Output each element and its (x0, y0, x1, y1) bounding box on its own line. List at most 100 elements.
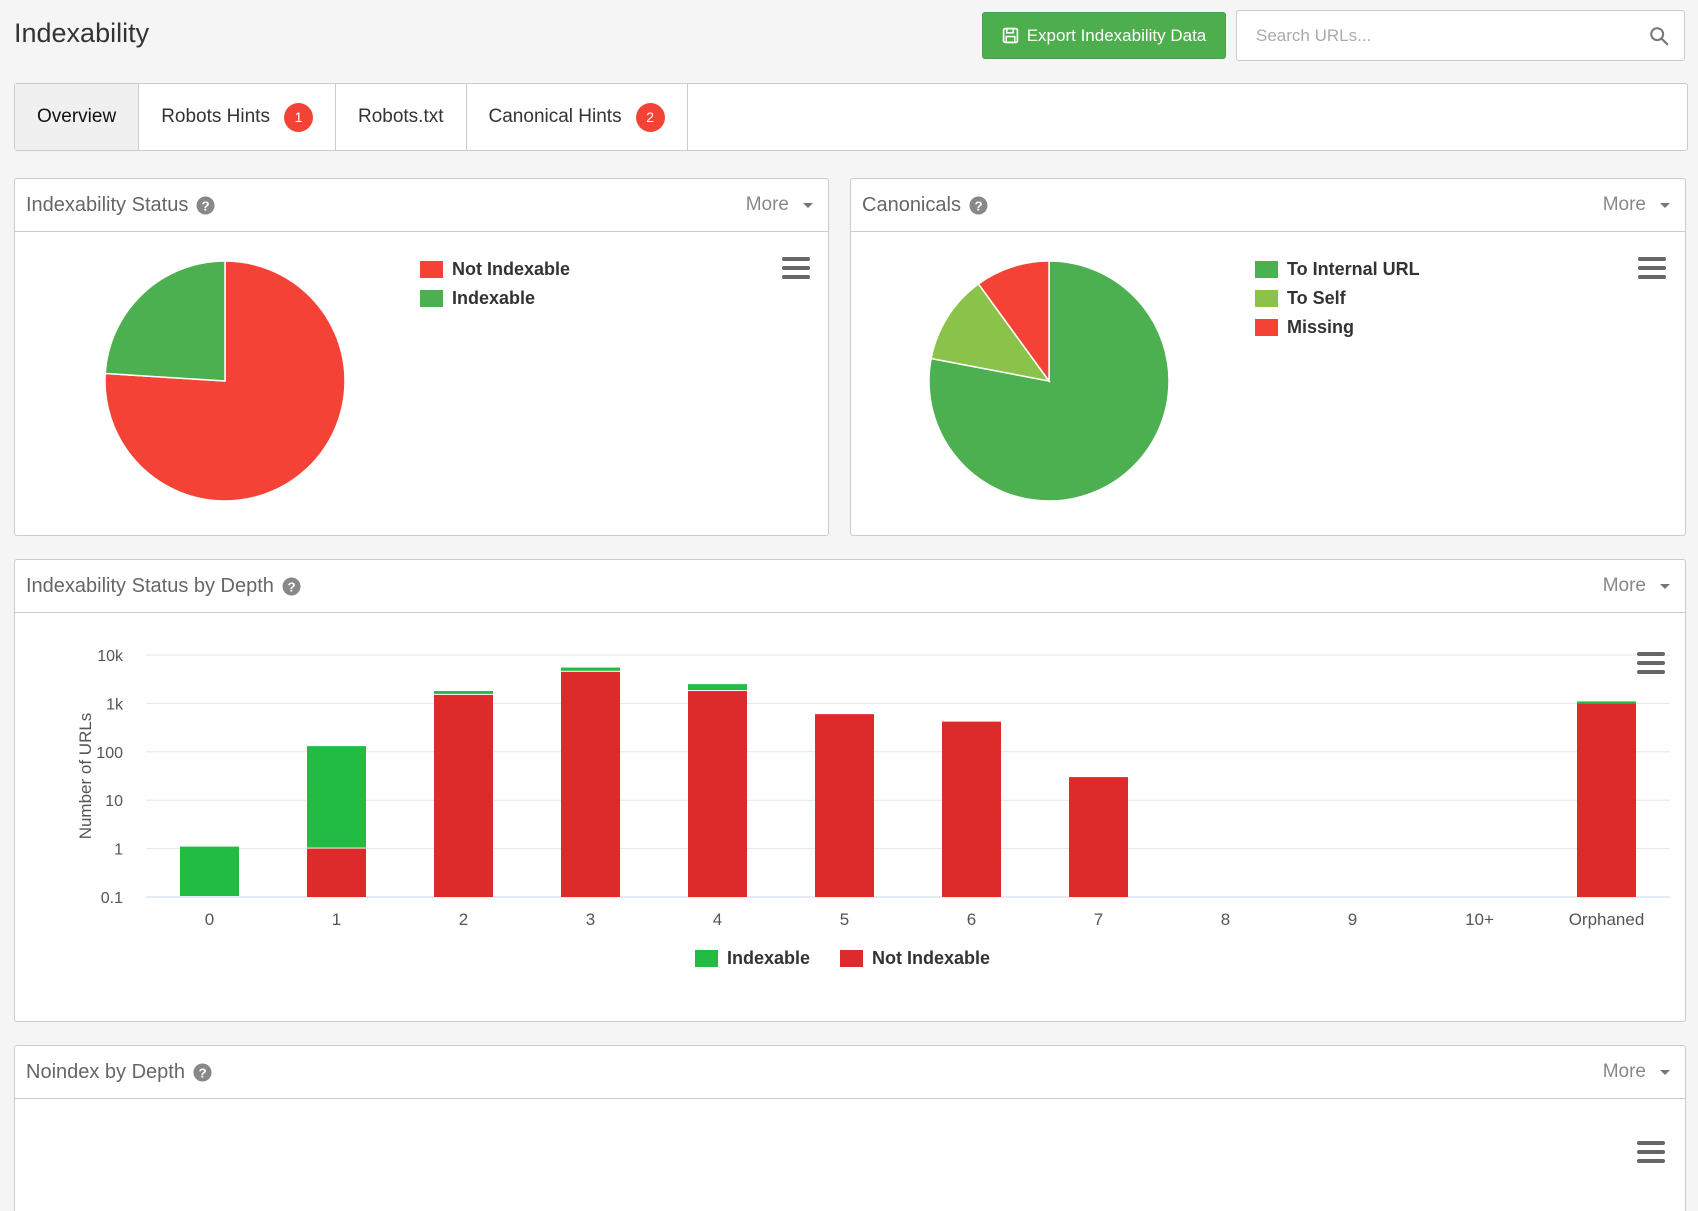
y-tick-label: 0.1 (101, 890, 123, 907)
x-tick-label: 6 (967, 910, 976, 929)
legend-item-not-indexable[interactable]: Not Indexable (420, 255, 570, 284)
chart-menu-icon[interactable] (1638, 257, 1666, 279)
legend-item-indexable[interactable]: Indexable (420, 284, 570, 313)
save-icon (1002, 27, 1018, 44)
caret-down-icon (1660, 202, 1670, 208)
x-tick-label: 5 (840, 910, 849, 929)
panel-title: Indexability Status by Depth (26, 574, 274, 597)
panel-header: Canonicals ? More (851, 179, 1685, 232)
more-dropdown[interactable]: More (1603, 575, 1674, 597)
legend-item-indexable[interactable]: Indexable (695, 946, 810, 970)
y-tick-label: 100 (96, 745, 123, 762)
legend-item-not-indexable[interactable]: Not Indexable (840, 946, 990, 970)
indexability-status-panel: Indexability Status ? More Not Indexable… (14, 178, 829, 536)
page-title: Indexability (14, 18, 150, 48)
y-tick-label: 1k (106, 696, 124, 713)
legend-swatch (1255, 261, 1278, 278)
legend-item-to-internal-url[interactable]: To Internal URL (1255, 255, 1420, 284)
bar-not-indexable[interactable] (434, 694, 493, 897)
bar-not-indexable[interactable] (942, 721, 1001, 897)
y-axis-label: Number of URLs (76, 713, 95, 840)
bar-not-indexable[interactable] (1069, 777, 1128, 897)
legend-swatch (1255, 319, 1278, 336)
svg-text:?: ? (202, 198, 210, 213)
bar-not-indexable[interactable] (307, 848, 366, 897)
pie-slice-indexable[interactable] (104, 260, 226, 382)
bar-indexable[interactable] (561, 667, 620, 671)
legend-swatch (840, 949, 864, 967)
tab-canonical-hints[interactable]: Canonical Hints 2 (467, 84, 688, 150)
panel-header: Indexability Status by Depth ? More (15, 560, 1685, 613)
tab-bar: Overview Robots Hints 1 Robots.txt Canon… (14, 83, 1688, 151)
panel-header: Indexability Status ? More (15, 179, 828, 232)
noindex-by-depth-panel: Noindex by Depth ? More (14, 1045, 1686, 1211)
panel-title: Indexability Status (26, 193, 189, 216)
x-tick-label: 9 (1348, 910, 1357, 929)
indexability-by-depth-panel: Indexability Status by Depth ? More 10k 1… (14, 559, 1686, 1022)
tab-robots-hints[interactable]: Robots Hints 1 (139, 84, 336, 150)
more-label: More (1602, 194, 1646, 215)
canonicals-panel: Canonicals ? More To Internal URL To Sel… (850, 178, 1686, 536)
bar-not-indexable[interactable] (688, 691, 747, 897)
count-badge: 1 (283, 102, 313, 132)
search-box (1236, 10, 1685, 61)
legend-label: Indexable (452, 288, 536, 308)
caret-down-icon (1660, 583, 1670, 589)
legend-item-missing[interactable]: Missing (1255, 313, 1420, 342)
caret-down-icon (803, 202, 813, 208)
x-tick-label: Orphaned (1569, 910, 1645, 929)
bar-indexable[interactable] (307, 746, 366, 848)
search-icon[interactable] (1648, 25, 1670, 47)
count-badge: 2 (635, 102, 665, 132)
more-label: More (1602, 575, 1646, 596)
export-indexability-button[interactable]: Export Indexability Data (982, 12, 1226, 59)
panel-header: Noindex by Depth ? More (15, 1046, 1685, 1099)
x-tick-label: 3 (586, 910, 595, 929)
search-input[interactable] (1237, 11, 1637, 60)
bar-indexable[interactable] (180, 846, 239, 896)
more-dropdown[interactable]: More (1603, 1061, 1674, 1083)
bar-indexable[interactable] (688, 684, 747, 691)
help-icon[interactable]: ? (193, 1062, 212, 1082)
bar-not-indexable[interactable] (815, 714, 874, 897)
bar-indexable[interactable] (1577, 701, 1636, 704)
tab-label: Robots Hints (161, 106, 270, 127)
chart-menu-icon[interactable] (1637, 1141, 1665, 1163)
chart-menu-icon[interactable] (782, 257, 810, 279)
help-icon[interactable]: ? (282, 576, 301, 596)
legend-swatch (420, 290, 443, 307)
more-label: More (1602, 1061, 1646, 1082)
help-icon[interactable]: ? (196, 195, 215, 215)
svg-text:?: ? (974, 198, 982, 213)
legend-item-to-self[interactable]: To Self (1255, 284, 1420, 313)
legend-label: Not Indexable (452, 259, 571, 279)
pie-slice-missing[interactable] (977, 260, 1050, 384)
chart-legend: Not Indexable Indexable (420, 255, 570, 313)
help-icon[interactable]: ? (969, 195, 988, 215)
bar-not-indexable[interactable] (1577, 703, 1636, 897)
more-label: More (745, 194, 789, 215)
y-tick-label: 10k (97, 648, 124, 665)
y-tick-label: 1 (114, 842, 123, 859)
bar-indexable[interactable] (434, 691, 493, 694)
more-dropdown[interactable]: More (1603, 194, 1674, 216)
x-tick-label: 7 (1094, 910, 1103, 929)
panel-title: Noindex by Depth (26, 1060, 185, 1083)
x-tick-label: 8 (1221, 910, 1230, 929)
more-dropdown[interactable]: More (746, 194, 817, 216)
legend-swatch (1255, 290, 1278, 307)
svg-text:?: ? (198, 1065, 206, 1080)
x-tick-label: 10+ (1465, 910, 1494, 929)
tab-label: Overview (37, 106, 117, 127)
bar-not-indexable[interactable] (561, 671, 620, 897)
chart-menu-icon[interactable] (1637, 652, 1665, 674)
tab-robots-txt[interactable]: Robots.txt (336, 84, 467, 150)
indexability-by-depth-chart: 10k 1k 100 10 1 0.1 Number of URLs 0 1 2 3 4 5 6 7 8 9 10… (76, 648, 1670, 929)
chart-legend: Indexable Not Indexable (695, 946, 990, 970)
pie-slice-not-indexable[interactable] (104, 260, 346, 502)
chart-legend: To Internal URL To Self Missing (1255, 255, 1420, 342)
pie-slice-to-self[interactable] (930, 282, 1051, 383)
legend-label: Not Indexable (872, 947, 991, 968)
svg-text:?: ? (287, 579, 295, 594)
tab-overview[interactable]: Overview (15, 84, 140, 150)
